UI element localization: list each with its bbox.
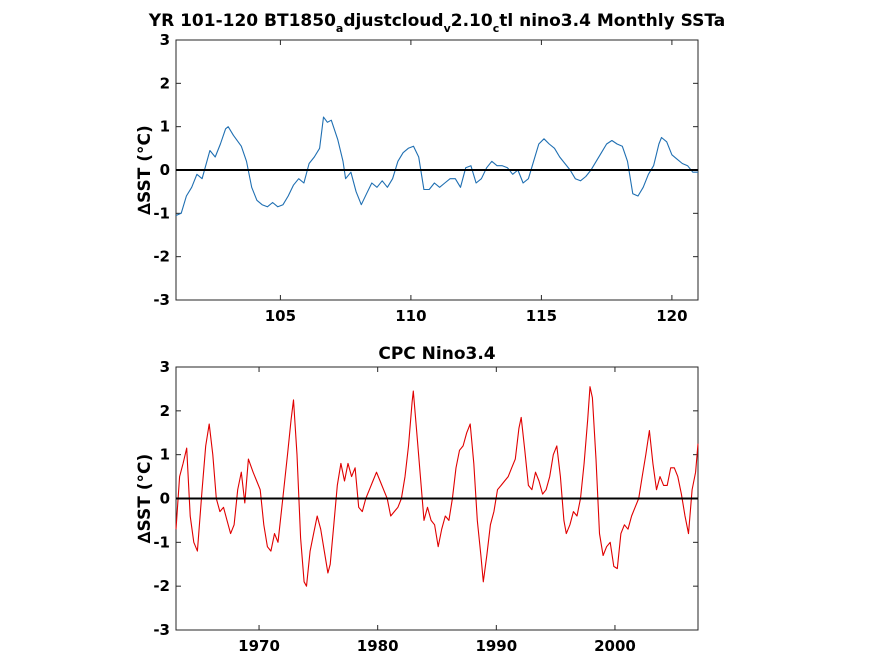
y-tick-label: -2 — [153, 248, 170, 266]
x-tick-label: 120 — [656, 307, 687, 325]
y-tick-label: 3 — [160, 358, 170, 376]
y-tick-label: 3 — [160, 31, 170, 49]
x-tick-label: 1990 — [475, 637, 517, 655]
y-tick-label: -1 — [153, 533, 170, 551]
title-part: 2.10 — [451, 11, 493, 31]
y-tick-label: 2 — [160, 402, 170, 420]
y-tick-label: -3 — [153, 621, 170, 639]
y-tick-label: 0 — [160, 161, 170, 179]
title-part: tl nino3.4 Monthly SSTa — [499, 11, 725, 31]
title-subscript: a — [336, 22, 343, 35]
x-tick-label: 110 — [395, 307, 426, 325]
chart-panel-1: -3 -2 -1 0 1 2 3 105 110 115 120 YR 101-120 BT1850a… — [135, 11, 725, 325]
y-tick-label: 0 — [160, 490, 170, 508]
chart-panel-2: -3 -2 -1 0 1 2 3 1970 1980 1990 2000 CPC Nino3.4 ∆SS… — [135, 344, 699, 655]
x-tick-label: 1980 — [357, 637, 399, 655]
title-subscript: c — [493, 22, 500, 35]
x-tick-label: 2000 — [594, 637, 636, 655]
x-tick-label: 1970 — [238, 637, 280, 655]
y-tick-label: 1 — [160, 446, 170, 464]
series-line-1 — [175, 116, 698, 217]
y-tick-label: 2 — [160, 74, 170, 92]
y-tick-label: -2 — [153, 577, 170, 595]
x-tick-label: 115 — [526, 307, 557, 325]
title-subscript: v — [444, 22, 452, 35]
title-part: YR 101-120 BT1850 — [148, 11, 336, 31]
title-part: CPC Nino3.4 — [378, 344, 495, 364]
chart-title: YR 101-120 BT1850adjustcloudv2.10ctl nin… — [148, 11, 725, 35]
y-tick-label: 1 — [160, 118, 170, 136]
y-tick-label: -1 — [153, 204, 170, 222]
title-part: djustcloud — [343, 11, 443, 31]
y-axis-label: ∆SST (°C) — [135, 454, 155, 544]
x-tick-label: 105 — [265, 307, 296, 325]
y-tick-label: -3 — [153, 291, 170, 309]
chart-title: CPC Nino3.4 — [378, 344, 495, 364]
series-line-1 — [175, 386, 699, 587]
y-axis-label: ∆SST (°C) — [135, 125, 155, 215]
